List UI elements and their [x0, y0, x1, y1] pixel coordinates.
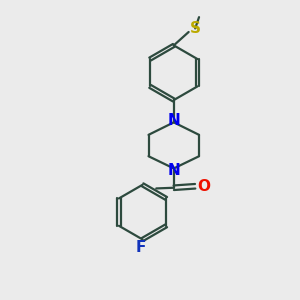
Text: O: O: [197, 179, 210, 194]
Text: N: N: [167, 113, 180, 128]
Text: N: N: [167, 163, 180, 178]
Text: S: S: [190, 21, 201, 36]
Text: F: F: [136, 240, 146, 255]
